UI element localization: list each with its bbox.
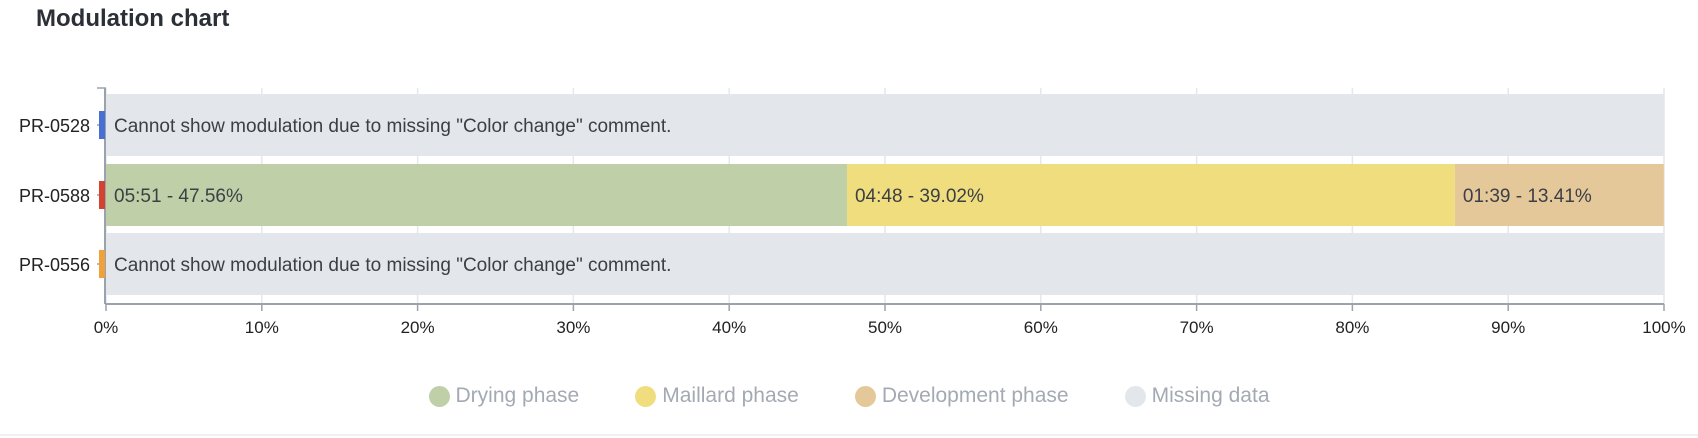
category-labels: PR-0528 PR-0588 PR-0556 — [19, 111, 105, 278]
legend-label: Maillard phase — [662, 384, 799, 407]
bar-segment — [106, 94, 1664, 156]
legend-swatch — [854, 385, 876, 407]
legend-swatch — [1124, 385, 1146, 407]
legend-label: Missing data — [1151, 384, 1270, 407]
legend-swatch — [635, 385, 657, 407]
legend-item[interactable]: Drying phase — [428, 384, 580, 408]
category-label: PR-0588 — [19, 186, 90, 206]
x-tick-label: 60% — [1024, 318, 1058, 337]
bar-segment — [106, 164, 847, 226]
x-tick-labels: 0% 10% 20% 30% 40% 50% 60% 70% 80% 90% 100% — [94, 318, 1686, 337]
category-marker — [99, 111, 105, 139]
x-tick-label: 50% — [868, 318, 902, 337]
bar-segment — [846, 164, 1455, 226]
x-tick-label: 30% — [556, 318, 590, 337]
x-tick-label: 0% — [94, 318, 119, 337]
legend-label: Drying phase — [455, 384, 580, 407]
legend-item[interactable]: Maillard phase — [635, 384, 799, 408]
chart-title: Modulation chart — [36, 5, 230, 32]
category-marker — [99, 250, 105, 278]
bar-segment — [106, 233, 1664, 295]
category-label: PR-0528 — [19, 116, 90, 136]
bottom-divider — [0, 434, 1698, 436]
data-label: Cannot show modulation due to missing "C… — [114, 116, 671, 137]
modulation-chart: Cannot show modulation due to missing "C… — [19, 87, 1686, 337]
x-tick-label: 80% — [1335, 318, 1369, 337]
x-tick-label: 20% — [401, 318, 435, 337]
category-label: PR-0556 — [19, 255, 90, 275]
legend: Drying phase Maillard phase Development ph… — [0, 384, 1698, 408]
legend-item[interactable]: Missing data — [1124, 384, 1270, 408]
category-marker — [99, 181, 105, 209]
data-label: 04:48 - 39.02% — [855, 186, 984, 207]
x-tick-label: 100% — [1642, 318, 1685, 337]
bar-segment — [1454, 164, 1664, 226]
legend-swatch — [428, 385, 450, 407]
data-label: 01:39 - 13.41% — [1463, 186, 1592, 207]
bars: Cannot show modulation due to missing "C… — [106, 94, 1664, 295]
legend-item[interactable]: Development phase — [854, 384, 1069, 408]
x-tick-label: 40% — [712, 318, 746, 337]
x-tick-label: 10% — [245, 318, 279, 337]
x-tick-label: 70% — [1180, 318, 1214, 337]
data-label: 05:51 - 47.56% — [114, 186, 243, 207]
x-tick-label: 90% — [1491, 318, 1525, 337]
data-label: Cannot show modulation due to missing "C… — [114, 255, 671, 276]
legend-label: Development phase — [881, 384, 1069, 407]
